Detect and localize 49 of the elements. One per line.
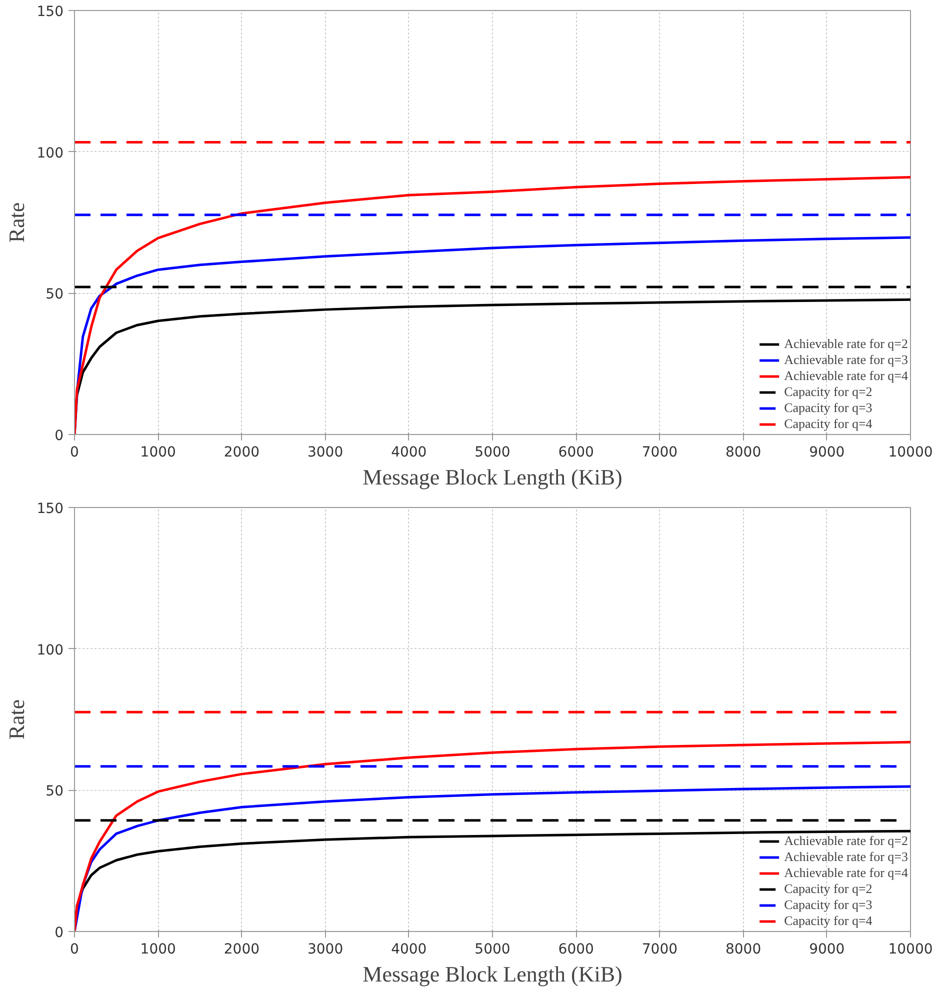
x-tick-label: 6000	[558, 942, 594, 958]
y-tick-label: 100	[36, 642, 64, 658]
legend-label: Capacity for q=2	[784, 384, 872, 400]
x-tick-label: 2000	[224, 942, 260, 958]
x-tick-label: 0	[70, 444, 79, 460]
y-axis-title: Rate	[4, 699, 29, 740]
x-tick-label: 3000	[307, 444, 344, 460]
y-tick-label: 150	[36, 4, 64, 20]
x-tick-label: 6000	[558, 444, 594, 460]
legend-label: Achievable rate for q=4	[784, 865, 908, 881]
legend-label: Achievable rate for q=2	[784, 336, 908, 352]
legend-label: Capacity for q=4	[784, 416, 872, 432]
x-axis-title: Message Block Length (KiB)	[362, 464, 622, 490]
y-tick-label: 150	[36, 501, 64, 517]
x-tick-label: 4000	[391, 942, 427, 958]
legend-label: Capacity for q=4	[784, 913, 872, 929]
x-tick-label: 5000	[474, 942, 510, 958]
x-axis-title: Message Block Length (KiB)	[362, 962, 622, 986]
legend-label: Capacity for q=3	[784, 897, 872, 913]
x-tick-label: 1000	[140, 942, 176, 958]
x-tick-label: 10000	[888, 444, 933, 460]
x-tick-label: 10000	[888, 942, 933, 958]
x-tick-label: 4000	[391, 444, 427, 460]
x-tick-label: 5000	[474, 444, 510, 460]
x-tick-label: 9000	[809, 444, 845, 460]
y-axis-title: Rate	[4, 202, 29, 243]
y-tick-label: 50	[46, 784, 64, 800]
y-tick-label: 100	[36, 145, 64, 162]
x-tick-label: 2000	[224, 444, 260, 460]
x-tick-label: 7000	[642, 444, 678, 460]
x-tick-label: 0	[70, 942, 79, 958]
y-tick-label: 0	[54, 428, 64, 444]
x-tick-label: 3000	[307, 942, 344, 958]
y-tick-label: 0	[54, 925, 64, 941]
line-series	[74, 740, 910, 932]
x-tick-label: 8000	[725, 444, 762, 460]
line-series	[74, 785, 910, 932]
legend-label: Achievable rate for q=4	[784, 368, 908, 384]
x-tick-label: 8000	[725, 942, 762, 958]
legend-label: Achievable rate for q=3	[784, 352, 908, 368]
x-tick-label: 7000	[642, 942, 678, 958]
x-tick-label: 9000	[809, 942, 845, 958]
x-tick-label: 1000	[140, 444, 176, 460]
legend-label: Achievable rate for q=2	[784, 833, 908, 849]
y-tick-label: 50	[46, 286, 64, 303]
line-series	[74, 176, 910, 434]
legend-label: Capacity for q=3	[784, 400, 872, 416]
legend-label: Capacity for q=2	[784, 881, 872, 897]
legend-label: Achievable rate for q=3	[784, 849, 908, 865]
